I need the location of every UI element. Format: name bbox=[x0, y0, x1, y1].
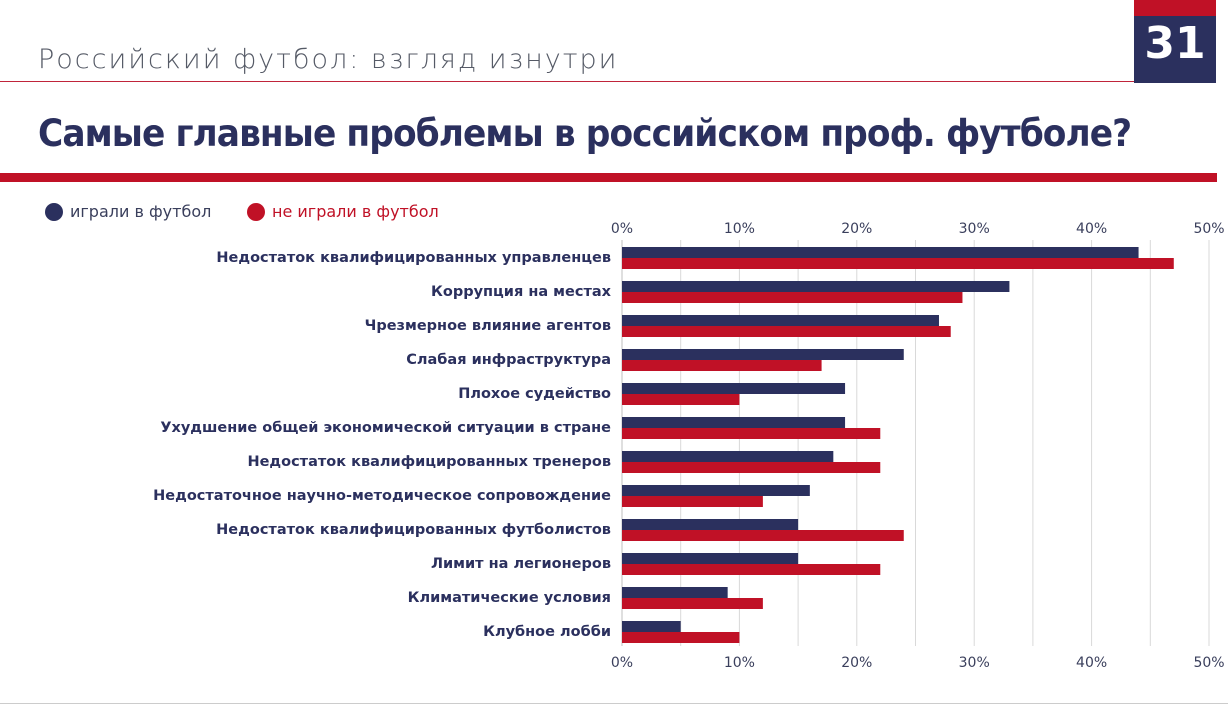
category-label: Недостаток квалифицированных футболистов bbox=[216, 522, 611, 538]
header-divider bbox=[0, 81, 1134, 82]
bar-not-played bbox=[622, 258, 1174, 269]
bar-not-played bbox=[622, 394, 740, 405]
legend-label-not-played: не играли в футбол bbox=[272, 202, 439, 221]
bar-not-played bbox=[622, 530, 904, 541]
page-badge-stripe bbox=[1134, 0, 1216, 16]
bar-played bbox=[622, 519, 799, 530]
x-tick-label-top: 0% bbox=[611, 221, 633, 237]
x-tick-label-bottom: 10% bbox=[724, 655, 755, 671]
bar-played bbox=[622, 485, 810, 496]
bar-played bbox=[622, 281, 1010, 292]
category-label: Коррупция на местах bbox=[431, 284, 612, 300]
bar-not-played bbox=[622, 496, 763, 507]
x-tick-label-top: 10% bbox=[724, 221, 755, 237]
category-label: Климатические условия bbox=[408, 590, 611, 606]
title-underline-bar bbox=[0, 173, 1217, 182]
category-label: Клубное лобби bbox=[483, 624, 611, 640]
bar-not-played bbox=[622, 428, 881, 439]
bar-not-played bbox=[622, 326, 951, 337]
x-tick-label-bottom: 0% bbox=[611, 655, 633, 671]
bar-played bbox=[622, 621, 681, 632]
page-number: 31 bbox=[1144, 18, 1206, 69]
legend-item-played: играли в футбол bbox=[45, 202, 211, 221]
bar-played bbox=[622, 315, 939, 326]
x-tick-label-top: 50% bbox=[1193, 221, 1224, 237]
category-label: Чрезмерное влияние агентов bbox=[365, 318, 611, 334]
x-tick-label-top: 20% bbox=[841, 221, 872, 237]
legend-dot-red-icon bbox=[247, 202, 265, 221]
category-label: Недостаток квалифицированных управленцев bbox=[216, 250, 611, 266]
bar-played bbox=[622, 383, 846, 394]
header-subtitle: Российский футбол: взгляд изнутри bbox=[38, 44, 619, 75]
bar-played bbox=[622, 247, 1139, 258]
footer-divider bbox=[0, 703, 1228, 704]
bar-not-played bbox=[622, 292, 963, 303]
bar-not-played bbox=[622, 598, 763, 609]
category-label: Слабая инфраструктура bbox=[406, 352, 611, 368]
bar-played bbox=[622, 553, 799, 564]
legend-label-played: играли в футбол bbox=[70, 202, 212, 221]
x-tick-label-bottom: 40% bbox=[1076, 655, 1107, 671]
bar-not-played bbox=[622, 462, 881, 473]
category-label: Недостаток квалифицированных тренеров bbox=[247, 454, 611, 470]
bar-played bbox=[622, 417, 846, 428]
category-label: Плохое судейство bbox=[458, 386, 611, 402]
bar-not-played bbox=[622, 632, 740, 643]
category-label: Недостаточное научно-методическое сопров… bbox=[153, 488, 611, 504]
x-tick-label-top: 40% bbox=[1076, 221, 1107, 237]
x-tick-label-bottom: 50% bbox=[1193, 655, 1224, 671]
category-label: Ухудшение общей экономической ситуации в… bbox=[160, 420, 611, 436]
bar-played bbox=[622, 349, 904, 360]
category-label: Лимит на легионеров bbox=[431, 556, 611, 572]
x-tick-label-bottom: 30% bbox=[959, 655, 990, 671]
bar-played bbox=[622, 587, 728, 598]
bar-not-played bbox=[622, 360, 822, 371]
legend-dot-navy-icon bbox=[45, 202, 63, 221]
legend-item-not-played: не играли в футбол bbox=[247, 202, 439, 221]
bar-played bbox=[622, 451, 834, 462]
bar-not-played bbox=[622, 564, 881, 575]
slide-title: Самые главные проблемы в российском проф… bbox=[38, 112, 1132, 155]
x-tick-label-top: 30% bbox=[959, 221, 990, 237]
x-tick-label-bottom: 20% bbox=[841, 655, 872, 671]
page-badge: 31 bbox=[1134, 0, 1216, 83]
